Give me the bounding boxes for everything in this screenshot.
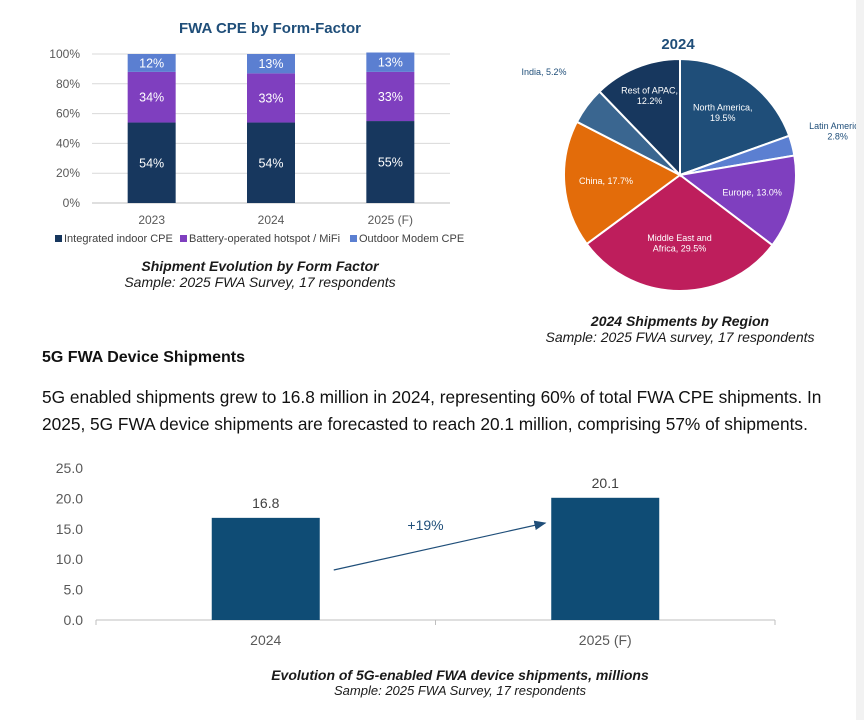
stacked-bar-data-label: 33% [378, 90, 403, 104]
stacked-bar-segment [247, 122, 295, 203]
stacked-bar-data-label: 55% [378, 156, 403, 170]
x-tick-label: 2025 (F) [368, 213, 413, 227]
stacked-bar-segment [127, 54, 176, 72]
5g-caption: Evolution of 5G-enabled FWA device shipm… [210, 667, 710, 698]
5g-bar [551, 497, 660, 620]
stacked-caption: Shipment Evolution by Form Factor Sample… [70, 258, 450, 290]
y-tick-label: 20% [56, 166, 80, 180]
section-title: 5G FWA Device Shipments [42, 349, 246, 366]
stacked-bar-segment [247, 54, 295, 74]
y-tick-label: 100% [49, 47, 80, 61]
pie-data-label: India, 5.2% [521, 67, 566, 77]
pie-data-label: North America, 19.5% [693, 102, 753, 123]
y-tick-label: 0.0 [64, 612, 84, 628]
stacked-bar-data-label: 13% [378, 56, 403, 70]
5g-bar-data-label: 20.1 [592, 475, 619, 491]
pie-caption-sample: Sample: 2025 FWA survey, 17 respondents [545, 329, 815, 345]
x-tick-label: 2023 [138, 213, 165, 227]
stacked-bar-data-label: 12% [139, 56, 164, 70]
pie-data-label: Rest of APAC, 12.2% [621, 86, 678, 107]
y-tick-label: 0% [63, 196, 81, 210]
stacked-bar-segment [127, 71, 176, 123]
growth-annotation: +19% [407, 517, 443, 533]
stacked-bar-data-label: 34% [139, 91, 164, 105]
pie-slice [585, 173, 774, 292]
pie-caption: 2024 Shipments by Region Sample: 2025 FW… [520, 313, 840, 345]
pie-data-label: China, 17.7% [579, 176, 633, 186]
stacked-chart-title: FWA CPE by Form-Factor [179, 20, 361, 37]
5g-bar-data-label: 16.8 [252, 495, 279, 511]
stacked-bar-segment [247, 73, 295, 123]
5g-bar [211, 517, 320, 620]
legend-swatch [180, 235, 187, 242]
y-tick-label: 25.0 [56, 460, 83, 476]
pie-caption-title: 2024 Shipments by Region [590, 313, 770, 329]
pie-data-label: Europe, 13.0% [722, 188, 782, 198]
5g-caption-sample: Sample: 2025 FWA Survey, 17 respondents [334, 683, 586, 698]
pie-data-label: Middle East and Africa, 29.5% [647, 233, 712, 254]
5g-bar-chart: 0.0 5.0 10.0 15.0 20.0 25.0 16.8 2024 20.1 2025 … [56, 460, 776, 648]
legend-label: Integrated indoor CPE [64, 233, 173, 245]
y-tick-label: 40% [56, 136, 80, 150]
y-tick-label: 5.0 [64, 582, 84, 598]
legend-swatch [350, 235, 357, 242]
stacked-bar-data-label: 13% [258, 57, 283, 71]
y-tick-label: 20.0 [56, 490, 83, 506]
stacked-bar-segment [366, 71, 415, 122]
stacked-bar-data-label: 54% [258, 156, 283, 170]
stacked-bar-data-label: 54% [139, 156, 164, 170]
stacked-bar-segment [127, 122, 176, 203]
stacked-caption-sample: Sample: 2025 FWA Survey, 17 respondents [124, 274, 396, 290]
region-pie-chart: 2024 North America, 19.5% Latin America, 2.… [521, 36, 864, 292]
pie-slice [677, 154, 797, 247]
legend-swatch [55, 235, 62, 242]
x-tick-label: 2024 [258, 213, 285, 227]
pie-slice [563, 120, 682, 246]
y-tick-label: 60% [56, 107, 80, 121]
x-tick-label: 2025 (F) [579, 632, 632, 648]
5g-caption-title: Evolution of 5G-enabled FWA device shipm… [271, 667, 649, 683]
stacked-bar-segment [366, 121, 415, 203]
pie-data-label: Latin America, 2.8% [809, 121, 864, 142]
y-tick-label: 80% [56, 77, 80, 91]
stacked-caption-title: Shipment Evolution by Form Factor [141, 258, 379, 274]
stacked-bar-data-label: 33% [258, 91, 283, 105]
legend-label: Battery-operated hotspot / MiFi [189, 233, 340, 245]
stacked-bar-segment [366, 52, 415, 72]
pie-slice [598, 57, 681, 178]
growth-arrow [333, 520, 547, 571]
section-paragraph: 5G enabled shipments grew to 16.8 millio… [42, 387, 822, 434]
stacked-bar-chart: 54% 34% 12% 54% 33% 13% 55% 33% 13% 0% 20% 40% 60% 8… [49, 47, 464, 245]
pie-slice [679, 57, 791, 177]
y-tick-label: 10.0 [56, 551, 83, 567]
pie-title: 2024 [661, 36, 695, 53]
legend-label: Outdoor Modem CPE [359, 233, 464, 245]
y-tick-label: 15.0 [56, 521, 83, 537]
scrollbar[interactable] [856, 0, 864, 720]
x-tick-label: 2024 [250, 632, 281, 648]
